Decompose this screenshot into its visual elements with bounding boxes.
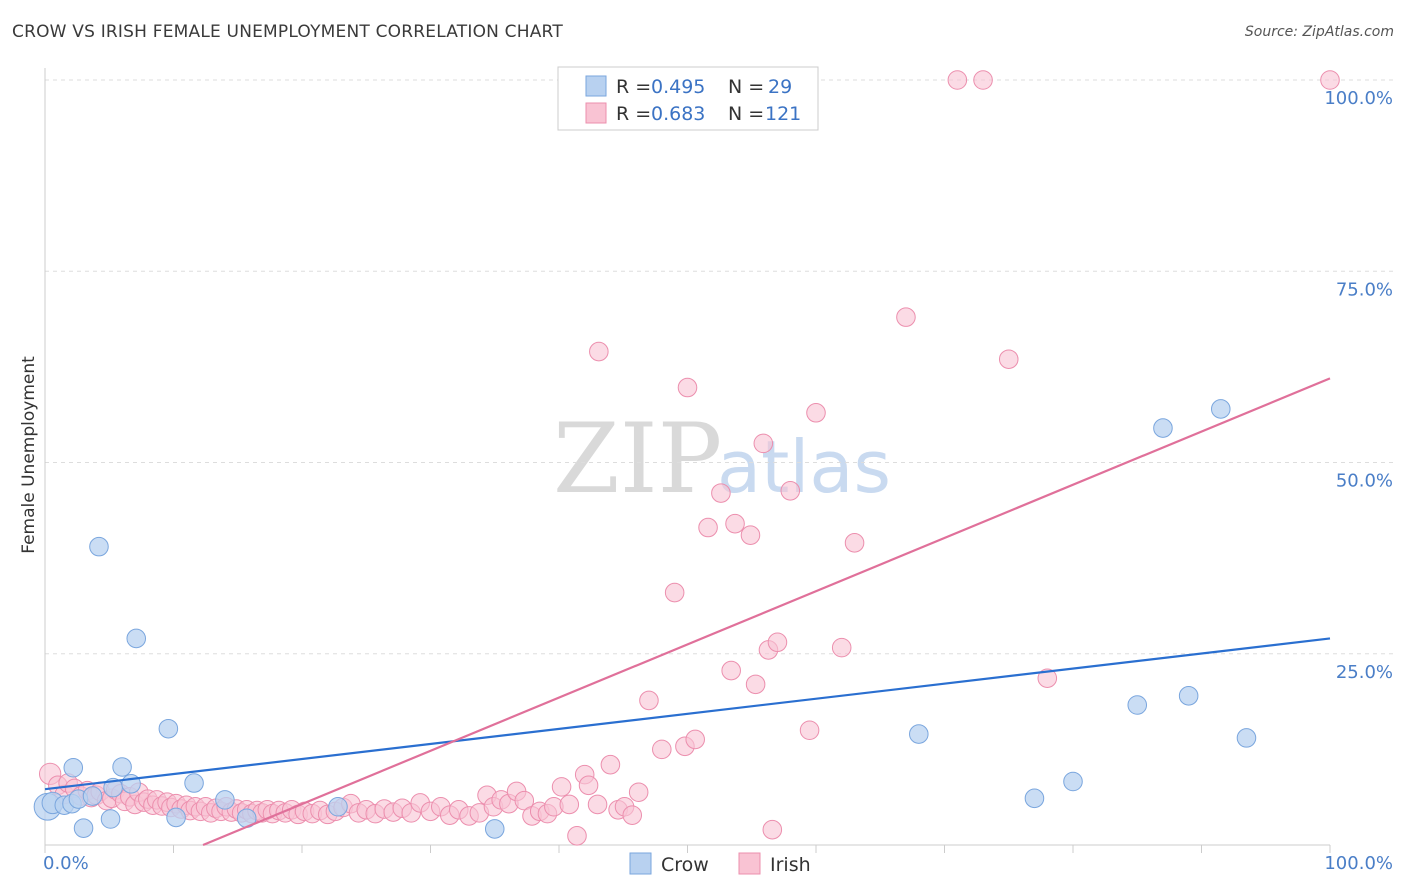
irish-point (677, 377, 698, 398)
crow-point (82, 786, 103, 806)
irish-point (567, 826, 587, 846)
axes (44, 68, 1331, 853)
crow-series (33, 399, 1257, 839)
crow-point (126, 628, 147, 649)
bottom-legend-crow-label: Crow (661, 854, 709, 876)
gridlines (45, 79, 1395, 655)
legend-irish-r-label: R = (616, 103, 651, 125)
bottom-legend-irish-swatch (738, 852, 761, 875)
crow-point (1153, 418, 1173, 438)
crow-point (909, 724, 929, 744)
irish-point (600, 754, 621, 775)
source-credit: Source: ZipAtlas.com (1244, 24, 1394, 40)
irish-point (753, 433, 774, 454)
crow-point (184, 773, 204, 793)
irish-point (685, 729, 705, 750)
crow-point (1210, 399, 1231, 419)
y-tick-label-25: 25.0% (1336, 662, 1393, 683)
irish-point (745, 674, 766, 695)
irish-point (767, 632, 788, 653)
series-legend: Crow Irish (629, 852, 811, 876)
crow-point (1127, 695, 1148, 715)
crow-point (215, 790, 235, 810)
crow-point (328, 796, 348, 817)
x-tick-label-min: 0.0% (43, 853, 89, 874)
crow-point (1178, 686, 1199, 706)
irish-point (698, 517, 718, 538)
crow-point (100, 809, 121, 829)
crow-trend-line (44, 637, 1331, 791)
legend-crow-r-label: R = (616, 76, 651, 98)
irish-point (514, 790, 535, 811)
irish-point (589, 341, 609, 362)
crow-point (1236, 728, 1257, 748)
crow-point (112, 757, 132, 777)
irish-point (587, 794, 608, 815)
irish-point (628, 782, 649, 802)
crow-point (73, 818, 94, 838)
bottom-legend-irish-label: Irish (770, 854, 811, 876)
x-tick-label-max: 100.0% (1324, 853, 1393, 874)
irish-point (780, 481, 801, 501)
crow-point (484, 819, 505, 839)
y-tick-label-100: 100.0% (1324, 88, 1393, 109)
irish-point (664, 582, 685, 603)
watermark-atlas: atlas (717, 425, 891, 509)
irish-point (652, 739, 672, 760)
y-tick-label-50: 50.0% (1336, 471, 1393, 492)
watermark: ZIP atlas (553, 403, 891, 515)
irish-point (806, 402, 826, 423)
crow-point (158, 718, 179, 739)
y-tick-label-75: 75.0% (1336, 279, 1393, 300)
irish-point (559, 794, 580, 815)
irish-point (740, 525, 761, 545)
irish-point (639, 690, 659, 711)
legend-irish-r-value: 0.683 (651, 103, 705, 125)
irish-point (831, 637, 852, 658)
crow-point (63, 757, 84, 778)
legend-irish-swatch (585, 102, 607, 124)
irish-point (725, 513, 745, 534)
irish-point (578, 775, 599, 796)
stats-legend: R = 0.495 N = 29 R = 0.683 N = 121 (557, 66, 819, 131)
irish-point (1320, 70, 1340, 90)
irish-trend-line (202, 377, 1331, 847)
irish-point (762, 819, 783, 840)
irish-point (998, 349, 1019, 370)
crow-point (166, 807, 186, 828)
legend-crow-r-value: 0.495 (651, 76, 705, 98)
irish-point (973, 70, 993, 90)
irish-point (896, 307, 916, 327)
x-tick-labels: 0.0% 100.0% (43, 853, 1393, 874)
chart-title: CROW VS IRISH FEMALE UNEMPLOYMENT CORREL… (12, 22, 563, 42)
legend-irish-n-label: N = (728, 103, 764, 125)
irish-point (551, 777, 572, 797)
crow-point (1024, 788, 1045, 809)
crow-point (1063, 771, 1083, 792)
legend-irish-n-value: 121 (765, 103, 801, 125)
irish-point (622, 805, 643, 825)
bottom-legend-crow-swatch (629, 852, 652, 875)
y-axis-title: Female Unemployment (19, 356, 39, 554)
irish-point (711, 483, 731, 503)
legend-crow-n-label: N = (728, 76, 764, 98)
irish-point (721, 660, 741, 681)
irish-point (799, 720, 820, 741)
irish-point (1037, 668, 1058, 689)
legend-crow-n-value: 29 (768, 76, 792, 98)
irish-point (844, 533, 865, 553)
y-tick-labels: 25.0% 50.0% 75.0% 100.0% (1324, 88, 1393, 683)
legend-crow-swatch (585, 75, 607, 97)
watermark-zip: ZIP (553, 403, 722, 515)
irish-point (947, 70, 968, 90)
crow-point (89, 536, 109, 557)
